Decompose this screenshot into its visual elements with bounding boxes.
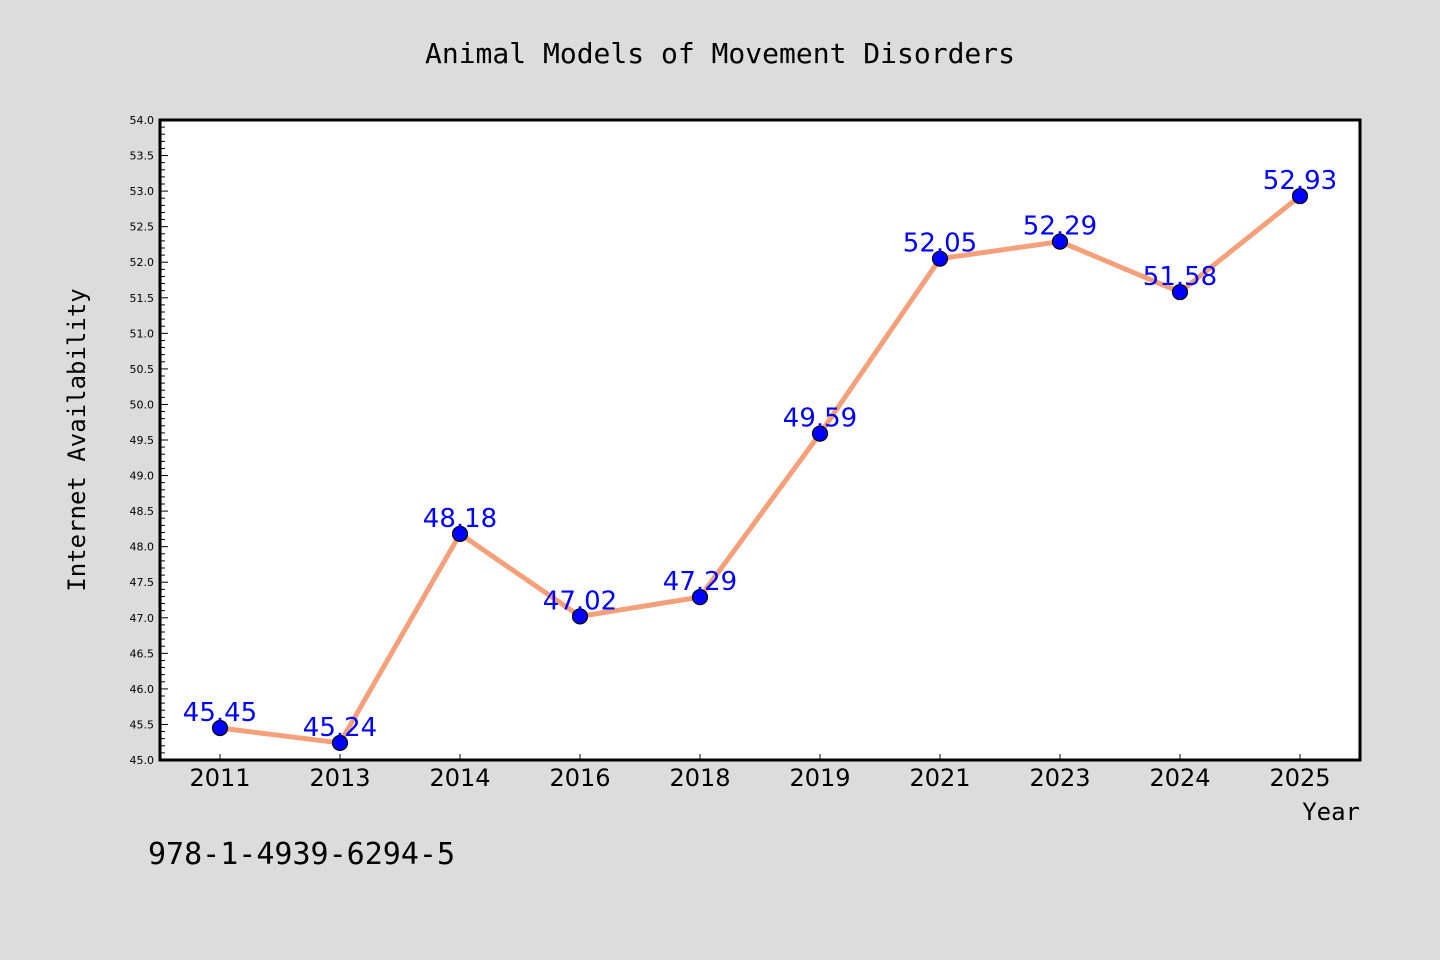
data-value-label: 48.18: [423, 504, 497, 534]
data-value-label: 49.59: [783, 404, 857, 434]
data-labels-group: 45.45 45.24 48.18 47.02 47.29 49.59 52.05 52.29…: [183, 166, 1337, 743]
plot-frame: [158, 118, 1362, 762]
y-tick-label: 51.0: [130, 327, 155, 340]
markers-group: [211, 187, 1309, 752]
y-tick-label: 53.0: [130, 185, 155, 198]
data-point-marker: [931, 250, 949, 267]
x-tick-label: 2024: [1149, 764, 1210, 792]
data-point-marker: [451, 525, 469, 542]
series-line-group: [217, 193, 1303, 746]
y-tick-label: 49.0: [130, 470, 155, 483]
chart-title: Animal Models of Movement Disorders: [425, 37, 1015, 70]
x-tick-label: 2023: [1029, 764, 1090, 792]
y-tick-label: 53.5: [130, 150, 155, 163]
y-tick-label: 52.0: [130, 256, 155, 269]
data-value-label: 52.29: [1023, 212, 1097, 242]
y-tick-label: 48.5: [130, 505, 155, 518]
data-point-marker: [331, 734, 349, 752]
plot-area: [160, 120, 1360, 760]
footnote-isbn: 978-1-4939-6294-5: [148, 837, 455, 872]
y-tick-label: 47.0: [130, 612, 155, 625]
data-point-marker: [811, 425, 829, 442]
x-tick-label: 2021: [909, 764, 970, 792]
x-tick-label: 2019: [789, 764, 850, 792]
series-line: [217, 193, 1303, 746]
x-tick-label: 2013: [309, 764, 370, 792]
y-tick-label: 50.0: [130, 398, 155, 411]
x-tick-label: 2018: [669, 764, 730, 792]
y-tick-label: 45.5: [130, 718, 155, 731]
x-axis-label: Year: [1302, 798, 1360, 826]
x-tick-label: 2025: [1269, 764, 1330, 792]
data-value-label: 51.58: [1143, 262, 1217, 292]
y-tick-label: 54.0: [130, 114, 155, 127]
data-value-label: 52.93: [1263, 166, 1337, 196]
x-tick-label: 2014: [429, 764, 490, 792]
data-value-label: 52.05: [903, 229, 977, 259]
data-point-marker: [691, 589, 709, 606]
data-point-marker: [1051, 233, 1069, 250]
y-tick-label: 47.5: [130, 576, 155, 589]
y-tick-label: 46.0: [130, 683, 155, 696]
y-tick-label: 49.5: [130, 434, 155, 447]
data-point-marker: [1291, 187, 1309, 205]
data-value-label: 45.45: [183, 698, 257, 728]
data-value-label: 45.24: [303, 713, 377, 743]
data-point-marker: [571, 608, 589, 625]
y-tick-label: 50.5: [130, 363, 155, 376]
data-point-marker: [1171, 283, 1189, 301]
y-tick-label: 51.5: [130, 292, 155, 305]
axes: 45.0 45.5 46.0 46.5 47.0 47.5 48.0 48.5 49.0 49.5…: [130, 114, 1331, 792]
data-value-label: 47.02: [543, 586, 617, 616]
y-tick-label: 48.0: [130, 541, 155, 554]
y-axis-label: Internet Availability: [63, 288, 91, 591]
x-tick-label: 2011: [189, 764, 250, 792]
y-tick-label: 45.0: [130, 754, 155, 767]
y-tick-label: 52.5: [130, 221, 155, 234]
x-tick-label: 2016: [549, 764, 610, 792]
data-value-label: 47.29: [663, 567, 737, 597]
data-point-marker: [211, 719, 229, 737]
y-tick-label: 46.5: [130, 647, 155, 660]
